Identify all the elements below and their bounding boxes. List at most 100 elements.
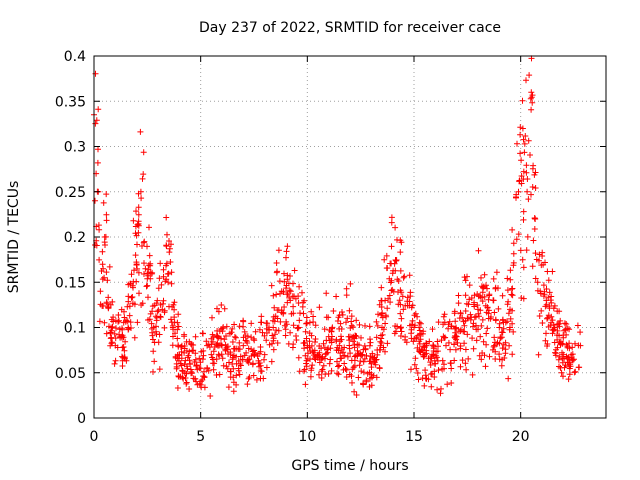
data-point: [244, 381, 251, 388]
data-point: [92, 197, 98, 204]
data-point: [310, 352, 317, 359]
data-point: [208, 351, 215, 358]
data-point: [144, 282, 151, 289]
data-point: [141, 238, 148, 245]
data-point: [183, 380, 190, 387]
data-point: [261, 356, 267, 363]
data-point: [496, 351, 503, 358]
data-point: [133, 259, 140, 266]
data-point: [270, 292, 277, 299]
data-point: [434, 386, 441, 393]
data-point: [373, 318, 380, 325]
data-point: [189, 347, 196, 354]
data-point: [100, 199, 107, 206]
data-point: [556, 363, 562, 370]
data-point: [133, 232, 140, 239]
data-point: [163, 262, 169, 269]
data-point: [287, 273, 293, 279]
data-point: [457, 363, 464, 370]
data-point: [229, 325, 236, 332]
data-point: [407, 289, 414, 296]
data-point: [248, 334, 255, 341]
data-point: [366, 358, 373, 365]
data-point: [164, 271, 171, 277]
data-point: [388, 214, 395, 221]
data-point: [429, 326, 436, 333]
data-point: [218, 302, 225, 308]
data-point: [282, 332, 289, 339]
data-point: [360, 369, 367, 376]
data-point: [285, 340, 292, 347]
data-point: [308, 332, 315, 339]
data-point: [169, 342, 176, 349]
data-point: [520, 176, 527, 183]
data-point: [174, 335, 181, 342]
data-point: [222, 346, 229, 353]
data-point: [496, 320, 503, 327]
data-point: [290, 322, 297, 329]
data-point: [229, 339, 236, 345]
data-point: [520, 136, 527, 143]
data-point: [543, 286, 550, 292]
data-point: [174, 326, 181, 333]
data-point: [149, 329, 156, 336]
data-point: [528, 89, 535, 96]
data-point: [213, 332, 220, 339]
data-point: [467, 311, 474, 318]
data-point: [397, 325, 404, 332]
data-point: [398, 315, 405, 322]
data-point: [183, 363, 190, 370]
data-point: [554, 321, 561, 328]
data-point: [559, 340, 566, 347]
data-point: [171, 299, 178, 306]
data-point: [164, 231, 170, 238]
data-point: [246, 374, 253, 381]
data-point: [155, 307, 162, 314]
data-point: [192, 350, 199, 357]
data-point: [374, 322, 381, 329]
data-point: [179, 367, 186, 374]
data-point: [554, 327, 561, 334]
data-point: [408, 304, 415, 311]
data-point: [575, 342, 582, 349]
data-point: [569, 344, 576, 351]
data-point: [134, 265, 141, 272]
data-point: [270, 317, 276, 324]
data-point: [507, 315, 514, 322]
data-point: [334, 370, 341, 377]
data-point: [326, 360, 333, 367]
data-point: [549, 326, 556, 333]
data-point: [560, 373, 566, 380]
data-point: [273, 327, 280, 334]
data-point: [186, 386, 193, 392]
data-point: [209, 354, 216, 361]
data-point: [125, 293, 132, 300]
data-point: [351, 344, 358, 351]
data-point: [283, 254, 289, 261]
data-point: [96, 226, 103, 233]
data-point: [344, 353, 351, 360]
data-point: [197, 359, 204, 366]
data-point: [223, 363, 230, 370]
data-point: [322, 351, 329, 358]
data-point: [509, 351, 516, 358]
data-point: [537, 290, 544, 297]
data-point: [281, 270, 287, 277]
data-point: [206, 344, 213, 351]
data-point: [189, 370, 196, 377]
data-point: [510, 328, 517, 335]
data-point: [318, 345, 325, 352]
data-point: [410, 338, 417, 345]
data-point: [505, 310, 512, 317]
data-point: [107, 329, 114, 336]
data-point: [166, 249, 173, 256]
data-point: [328, 367, 335, 374]
data-point: [105, 294, 112, 301]
data-point: [561, 320, 568, 327]
data-point: [303, 314, 310, 321]
data-point: [108, 334, 115, 341]
data-point: [95, 106, 102, 113]
data-point: [230, 365, 237, 372]
data-point: [518, 173, 525, 179]
data-point: [168, 316, 174, 323]
